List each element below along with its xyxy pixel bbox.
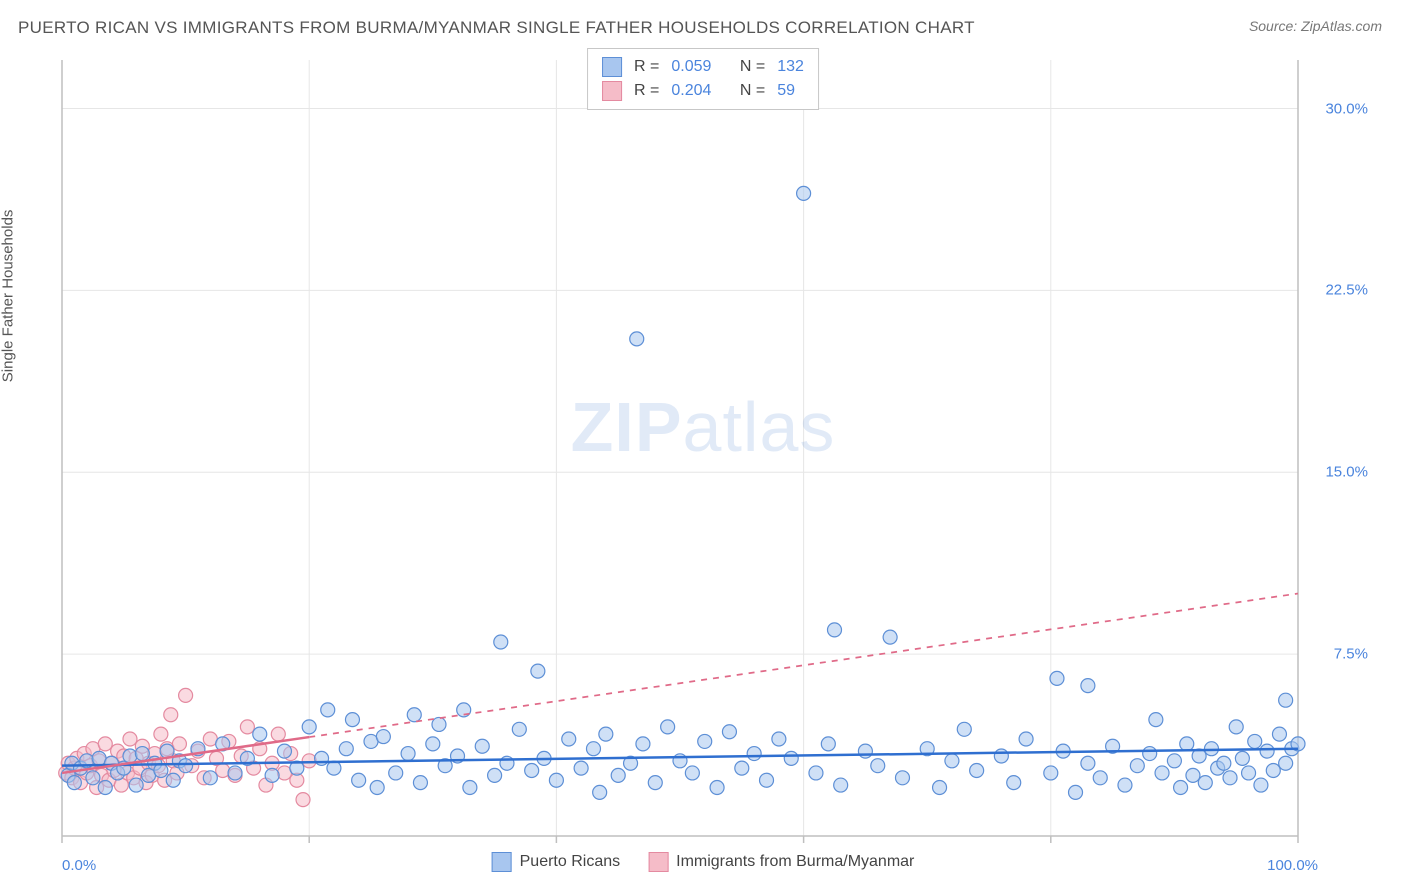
swatch-1	[602, 81, 622, 101]
legend-item-1: Immigrants from Burma/Myanmar	[648, 852, 914, 872]
n-value-1: 59	[777, 82, 795, 100]
legend-swatch-0	[492, 852, 512, 872]
legend-row-1: R = 0.204 N = 59	[602, 79, 804, 103]
y-tick-label: 7.5%	[1334, 646, 1368, 663]
n-value-0: 132	[777, 58, 804, 76]
r-label: R =	[634, 82, 659, 100]
legend-label-0: Puerto Ricans	[520, 853, 621, 871]
r-label: R =	[634, 58, 659, 76]
n-label: N =	[740, 58, 765, 76]
legend-label-1: Immigrants from Burma/Myanmar	[676, 853, 914, 871]
scatter-plot	[18, 48, 1388, 872]
chart-title: PUERTO RICAN VS IMMIGRANTS FROM BURMA/MY…	[18, 18, 975, 38]
r-value-1: 0.204	[671, 82, 711, 100]
y-tick-label: 15.0%	[1325, 464, 1368, 481]
swatch-0	[602, 57, 622, 77]
y-tick-label: 30.0%	[1325, 100, 1368, 117]
n-label: N =	[740, 82, 765, 100]
x-end-label: 100.0%	[1267, 857, 1318, 874]
legend-swatch-1	[648, 852, 668, 872]
r-value-0: 0.059	[671, 58, 711, 76]
series-legend: Puerto Ricans Immigrants from Burma/Myan…	[492, 852, 915, 872]
y-tick-label: 22.5%	[1325, 282, 1368, 299]
legend-row-0: R = 0.059 N = 132	[602, 55, 804, 79]
y-axis-label: Single Father Households	[0, 210, 17, 383]
chart-area: Single Father Households ZIPatlas R = 0.…	[18, 48, 1388, 872]
chart-header: PUERTO RICAN VS IMMIGRANTS FROM BURMA/MY…	[0, 0, 1406, 46]
legend-item-0: Puerto Ricans	[492, 852, 621, 872]
correlation-legend: R = 0.059 N = 132 R = 0.204 N = 59	[587, 48, 819, 110]
x-start-label: 0.0%	[62, 857, 96, 874]
chart-source: Source: ZipAtlas.com	[1249, 18, 1382, 34]
